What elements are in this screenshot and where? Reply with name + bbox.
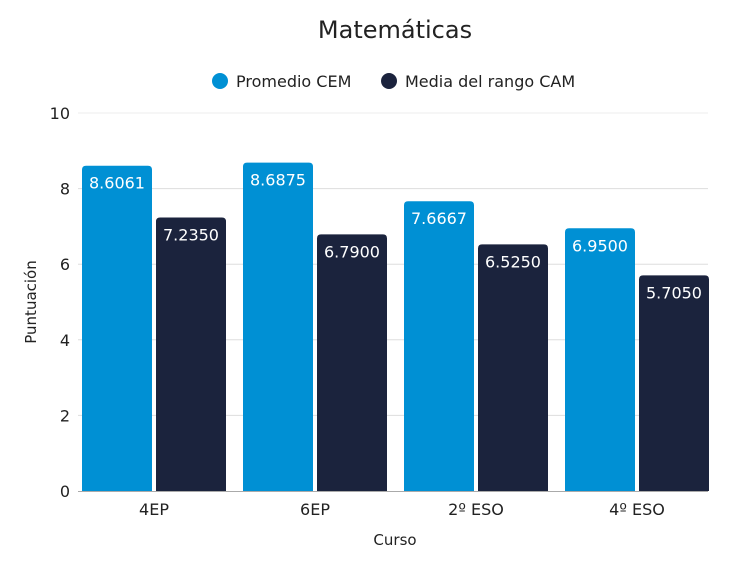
data-label: 8.6875: [250, 171, 306, 190]
x-axis-label: Curso: [373, 531, 416, 549]
x-tick-label: 4EP: [139, 500, 169, 519]
bar: [243, 162, 313, 492]
x-tick-label: 4º ESO: [609, 500, 665, 519]
bar: [565, 228, 635, 492]
data-label: 7.6667: [411, 209, 467, 228]
legend-label: Media del rango CAM: [405, 72, 575, 91]
chart-title: Matemáticas: [318, 16, 472, 44]
x-axis-ticks: 4EP 6EP 2º ESO 4º ESO: [78, 491, 708, 519]
legend-label: Promedio CEM: [236, 72, 351, 91]
bar: [478, 244, 548, 491]
y-axis-label: Puntuación: [22, 260, 40, 343]
y-tick-label: 6: [60, 255, 70, 274]
y-tick-label: 8: [60, 180, 70, 199]
bar: [156, 217, 226, 491]
bar: [317, 234, 387, 491]
legend-marker: [212, 73, 228, 89]
bar: [404, 201, 474, 492]
bar: [639, 275, 709, 491]
y-tick-label: 0: [60, 482, 70, 501]
y-tick-label: 2: [60, 406, 70, 425]
y-tick-label: 10: [50, 104, 70, 123]
legend-marker: [381, 73, 397, 89]
bar: [82, 165, 152, 491]
bars: 8.6061 7.2350 8.6875 6.7900 7.6667 6.5250 6.95…: [82, 162, 709, 492]
data-label: 6.7900: [324, 242, 380, 261]
legend: Promedio CEM Media del rango CAM: [212, 72, 575, 91]
data-label: 8.6061: [89, 174, 145, 193]
data-label: 6.9500: [572, 236, 628, 255]
data-label: 5.7050: [646, 283, 702, 302]
x-tick-label: 6EP: [300, 500, 330, 519]
y-tick-label: 4: [60, 331, 70, 350]
data-label: 7.2350: [163, 226, 219, 245]
data-label: 6.5250: [485, 252, 541, 271]
x-tick-label: 2º ESO: [448, 500, 504, 519]
